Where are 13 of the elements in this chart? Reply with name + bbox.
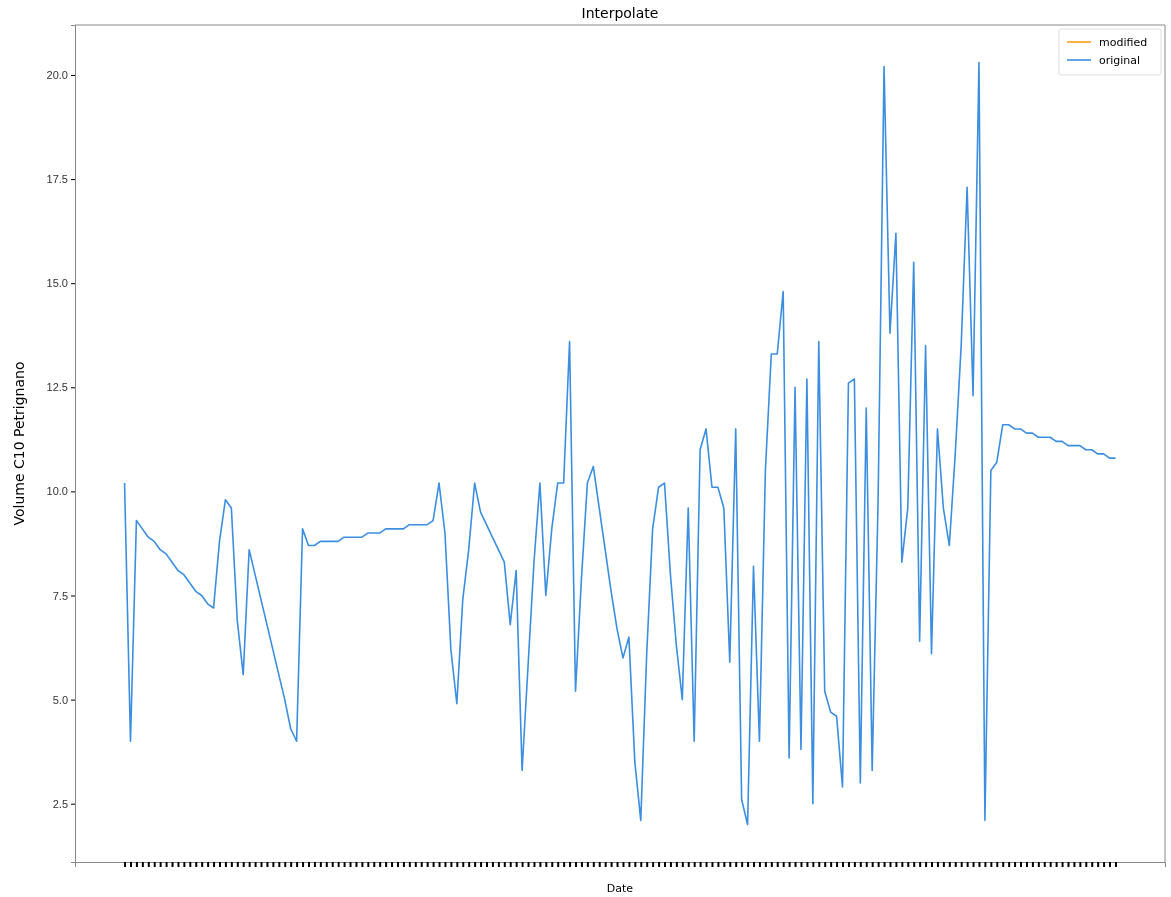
legend-label: original: [1099, 54, 1141, 67]
y-tick-label: 20.0: [46, 68, 68, 81]
y-tick-label: 17.5: [46, 173, 68, 186]
y-tick-label: 10.0: [46, 485, 68, 498]
y-tick-label: 2.5: [52, 797, 68, 810]
legend-label: modified: [1099, 36, 1148, 49]
y-tick-label: 7.5: [52, 589, 68, 602]
y-tick-label: 12.5: [46, 381, 68, 394]
chart-title: Interpolate: [581, 5, 659, 21]
y-axis-title: Volume C10 Petrignano: [11, 361, 27, 526]
x-axis-title: Date: [606, 882, 634, 895]
y-tick-label: 15.0: [46, 277, 68, 290]
y-tick-label: 5.0: [52, 693, 68, 706]
